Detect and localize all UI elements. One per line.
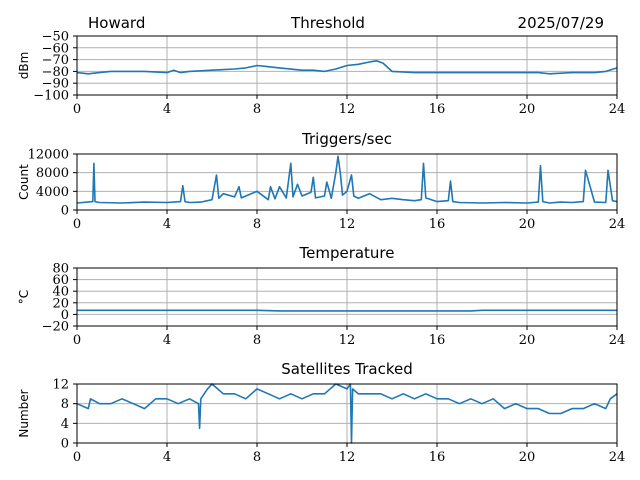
y-tick-label: 12 (52, 378, 69, 393)
y-axis-label: °C (17, 290, 31, 304)
header-date: 2025/07/29 (518, 14, 604, 32)
y-tick-label: 0 (61, 204, 69, 219)
panel-title: Temperature (298, 244, 394, 262)
header-center: Threshold (290, 14, 365, 32)
y-tick-label: 0 (61, 308, 69, 323)
x-tick-label: 8 (253, 217, 261, 232)
x-tick-label: 24 (609, 102, 626, 117)
x-tick-label: 0 (73, 333, 81, 348)
x-tick-label: 16 (429, 333, 446, 348)
y-tick-label: −20 (42, 320, 69, 335)
y-tick-label: 12000 (28, 148, 69, 163)
y-axis-label: dBm (17, 52, 31, 80)
y-axis-label: Number (17, 389, 31, 437)
y-tick-label: 8000 (36, 166, 69, 181)
y-tick-label: −60 (42, 41, 69, 56)
x-tick-label: 20 (519, 450, 536, 465)
x-tick-label: 16 (429, 217, 446, 232)
x-tick-label: 4 (163, 102, 171, 117)
x-tick-label: 4 (163, 333, 171, 348)
y-tick-label: −90 (42, 77, 69, 92)
y-tick-label: 4 (61, 417, 69, 432)
x-tick-label: 24 (609, 217, 626, 232)
panel-3: 0 4 8 12 16 20 24 0 4 8 12 Number Satellites Tracked (17, 360, 625, 465)
x-tick-label: 12 (339, 450, 356, 465)
series-line-0 (76, 155, 618, 204)
y-tick-label: 80 (52, 262, 69, 277)
x-tick-label: 12 (339, 217, 356, 232)
x-tick-label: 20 (519, 333, 536, 348)
x-tick-label: 20 (519, 102, 536, 117)
y-tick-label: −50 (42, 30, 69, 45)
x-tick-label: 0 (73, 102, 81, 117)
x-tick-label: 20 (519, 217, 536, 232)
panel-title: Satellites Tracked (281, 360, 412, 378)
y-tick-label: 40 (52, 285, 69, 300)
header-left: Howard (88, 14, 145, 32)
series-line-0 (76, 59, 618, 75)
y-tick-label: 8 (61, 397, 69, 412)
x-tick-label: 4 (163, 450, 171, 465)
x-tick-label: 8 (253, 102, 261, 117)
x-tick-label: 12 (339, 102, 356, 117)
y-tick-label: 20 (52, 296, 69, 311)
x-tick-label: 12 (339, 333, 356, 348)
x-tick-label: 0 (73, 450, 81, 465)
y-tick-label: −70 (42, 53, 69, 68)
series-line-0 (77, 309, 617, 312)
x-tick-label: 4 (163, 217, 171, 232)
y-axis-label: Count (17, 164, 31, 200)
y-tick-label: 0 (61, 437, 69, 452)
x-tick-label: 8 (253, 450, 261, 465)
y-tick-label: −80 (42, 65, 69, 80)
x-tick-label: 16 (429, 450, 446, 465)
x-tick-label: 16 (429, 102, 446, 117)
x-tick-label: 24 (609, 333, 626, 348)
y-tick-label: 60 (52, 273, 69, 288)
y-tick-label: −100 (33, 89, 69, 104)
x-tick-label: 24 (609, 450, 626, 465)
x-tick-label: 0 (73, 217, 81, 232)
x-tick-label: 8 (253, 333, 261, 348)
panel-title: Triggers/sec (301, 130, 392, 148)
y-tick-label: 4000 (36, 185, 69, 200)
series-line-0 (76, 383, 618, 444)
